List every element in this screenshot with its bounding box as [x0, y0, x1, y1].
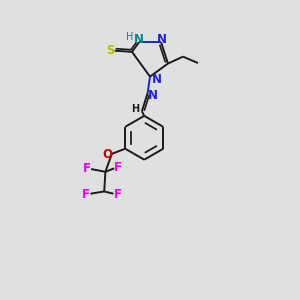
Text: N: N — [157, 33, 167, 46]
Text: S: S — [106, 44, 115, 57]
Text: H: H — [126, 32, 133, 42]
Text: F: F — [114, 161, 122, 174]
Text: H: H — [131, 104, 140, 114]
Text: F: F — [82, 188, 90, 201]
Text: O: O — [103, 148, 113, 161]
Text: N: N — [134, 33, 143, 46]
Text: F: F — [114, 188, 122, 201]
Text: N: N — [148, 88, 158, 102]
Text: N: N — [152, 73, 162, 86]
Text: F: F — [83, 162, 91, 175]
